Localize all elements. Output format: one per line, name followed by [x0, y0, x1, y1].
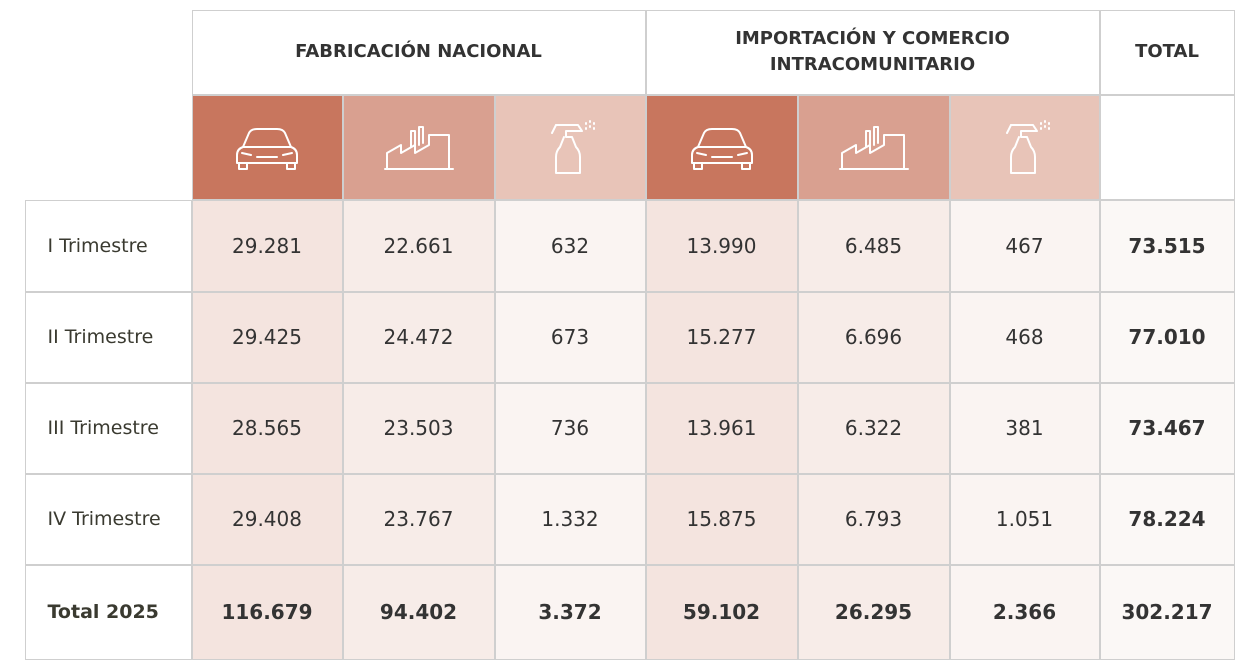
icon-car — [191, 94, 343, 200]
value-cell: 1.332 — [494, 473, 646, 565]
value-cell: 26.295 — [797, 564, 950, 660]
value-cell: 6.485 — [797, 199, 950, 292]
total-cell: 78.224 — [1099, 473, 1235, 565]
value-cell: 13.990 — [645, 199, 798, 292]
total-cell: 302.217 — [1099, 564, 1235, 660]
icon-blank — [1099, 94, 1235, 200]
group-header: FABRICACIÓN NACIONAL — [191, 9, 646, 95]
value-cell: 736 — [494, 382, 646, 474]
icon-spray — [949, 94, 1100, 200]
value-cell: 632 — [494, 199, 646, 292]
row-label: I Trimestre — [24, 199, 192, 292]
icon-factory — [797, 94, 950, 200]
value-cell: 29.408 — [191, 473, 343, 565]
total-cell: 73.515 — [1099, 199, 1235, 292]
value-cell: 3.372 — [494, 564, 646, 660]
value-cell: 468 — [949, 291, 1100, 383]
icon-spray — [494, 94, 646, 200]
value-cell: 1.051 — [949, 473, 1100, 565]
value-cell: 673 — [494, 291, 646, 383]
value-cell: 2.366 — [949, 564, 1100, 660]
value-cell: 94.402 — [342, 564, 495, 660]
value-cell: 15.277 — [645, 291, 798, 383]
row-label: III Trimestre — [24, 382, 192, 474]
value-cell: 23.503 — [342, 382, 495, 474]
value-cell: 29.425 — [191, 291, 343, 383]
group-header: IMPORTACIÓN Y COMERCIO INTRACOMUNITARIO — [645, 9, 1100, 95]
row-label: Total 2025 — [24, 564, 192, 660]
total-header: TOTAL — [1099, 9, 1235, 95]
value-cell: 24.472 — [342, 291, 495, 383]
value-cell: 6.793 — [797, 473, 950, 565]
value-cell: 6.696 — [797, 291, 950, 383]
value-cell: 59.102 — [645, 564, 798, 660]
total-cell: 73.467 — [1099, 382, 1235, 474]
value-cell: 13.961 — [645, 382, 798, 474]
total-cell: 77.010 — [1099, 291, 1235, 383]
value-cell: 467 — [949, 199, 1100, 292]
row-label: II Trimestre — [24, 291, 192, 383]
value-cell: 116.679 — [191, 564, 343, 660]
icon-factory — [342, 94, 495, 200]
row-label: IV Trimestre — [24, 473, 192, 565]
value-cell: 28.565 — [191, 382, 343, 474]
value-cell: 381 — [949, 382, 1100, 474]
value-cell: 29.281 — [191, 199, 343, 292]
value-cell: 6.322 — [797, 382, 950, 474]
value-cell: 22.661 — [342, 199, 495, 292]
value-cell: 15.875 — [645, 473, 798, 565]
value-cell: 23.767 — [342, 473, 495, 565]
icon-car — [645, 94, 798, 200]
